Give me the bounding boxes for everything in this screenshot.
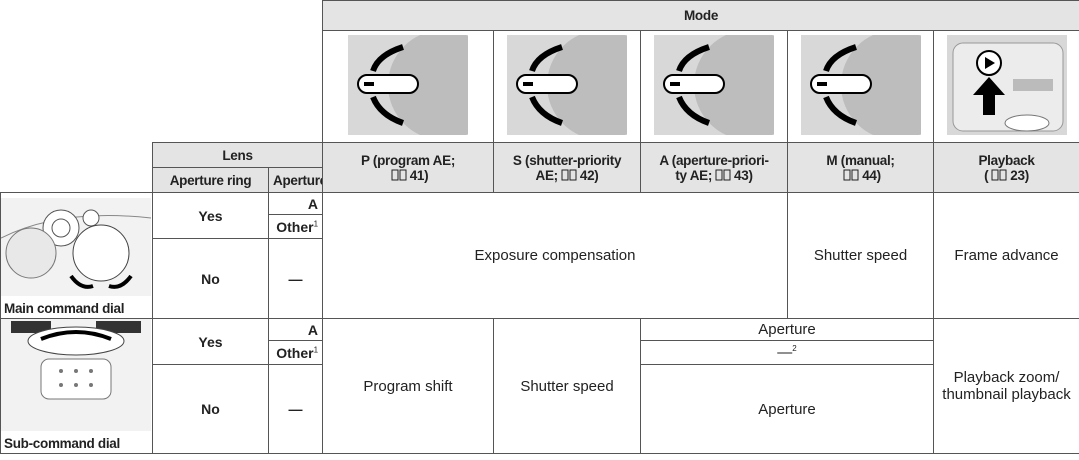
mode-name: S (shutter-priority <box>512 152 622 168</box>
lens-header: Lens <box>151 142 324 168</box>
aperture-text: Other <box>276 344 314 361</box>
function-cell: Playback zoom/ thumbnail playback <box>933 318 1079 454</box>
control-cell: Main command dial <box>0 192 153 319</box>
mode-name: P (program AE; <box>360 152 456 168</box>
mode-label: M (manual; 44) <box>787 142 935 193</box>
mode-label: S (shutter-priority AE; 42) <box>493 142 642 193</box>
lens-aperture: — <box>267 364 324 454</box>
dial-image <box>640 30 789 143</box>
aperture-header: Aperture <box>267 167 324 193</box>
blank <box>0 142 153 193</box>
mode-name: Playback <box>978 152 1035 168</box>
playback-image <box>933 30 1079 143</box>
book-icon <box>561 169 577 180</box>
lens-ring: Yes <box>152 318 269 365</box>
dial-icon <box>654 31 787 140</box>
control-label: Sub-command dial <box>4 436 120 451</box>
function-cell: Shutter speed <box>493 318 642 454</box>
dial-icon <box>800 31 933 140</box>
lens-aperture: A <box>267 318 324 341</box>
mode-label: A (aperture-priori-ty AE; 43) <box>640 142 789 193</box>
book-icon <box>991 169 1007 180</box>
lens-ring: No <box>152 364 269 454</box>
book-icon <box>391 169 407 180</box>
playback-icon <box>946 35 1067 135</box>
page-ref: 42) <box>579 167 599 183</box>
lens-aperture: Other1 <box>267 214 324 239</box>
function-cell: Exposure compensation <box>322 192 789 319</box>
lens-aperture: Other1 <box>267 340 324 365</box>
dial-image <box>322 30 495 143</box>
main-dial-image <box>1 198 152 296</box>
function-cell: Shutter speed <box>787 192 935 319</box>
mode-name: ( <box>984 167 989 183</box>
book-icon <box>715 169 731 180</box>
mode-header: Mode <box>322 0 1079 31</box>
lens-aperture: — <box>267 238 324 319</box>
blank <box>0 0 323 143</box>
function-cell: —2 <box>640 340 935 365</box>
sub-dial-image <box>1 319 151 431</box>
mode-label: P (program AE; 41) <box>322 142 495 193</box>
page-ref: 43) <box>734 167 753 183</box>
mode-name: A (aperture-priori- <box>659 152 769 168</box>
mode-name: AE; <box>535 167 559 183</box>
dial-icon <box>348 31 493 140</box>
page-ref: 23) <box>1010 167 1029 183</box>
page-ref: 41) <box>409 167 429 183</box>
control-label: Main command dial <box>4 301 125 316</box>
lens-aperture: A <box>267 192 324 215</box>
mode-label: Playback(23) <box>933 142 1079 193</box>
book-icon <box>843 169 859 180</box>
lens-ring: Yes <box>152 192 269 239</box>
footnote: 1 <box>313 344 319 354</box>
footnote: 2 <box>792 344 797 353</box>
dial-icon <box>507 31 640 140</box>
aperture-ring-header: Aperture ring <box>152 167 269 193</box>
function-cell: Aperture <box>640 318 935 341</box>
mode-name: ty AE; <box>675 167 713 183</box>
footnote: 1 <box>313 218 319 228</box>
function-text: — <box>777 344 793 361</box>
function-cell: Frame advance <box>933 192 1079 319</box>
function-cell: Aperture <box>640 364 935 454</box>
dial-image <box>493 30 642 143</box>
dial-image <box>787 30 935 143</box>
aperture-text: Other <box>276 218 314 235</box>
function-cell: Program shift <box>322 318 495 454</box>
control-cell: Sub-command dial <box>0 318 153 454</box>
page-ref: 44) <box>862 167 881 183</box>
mode-name: M (manual; <box>826 152 895 168</box>
lens-ring: No <box>152 238 269 319</box>
